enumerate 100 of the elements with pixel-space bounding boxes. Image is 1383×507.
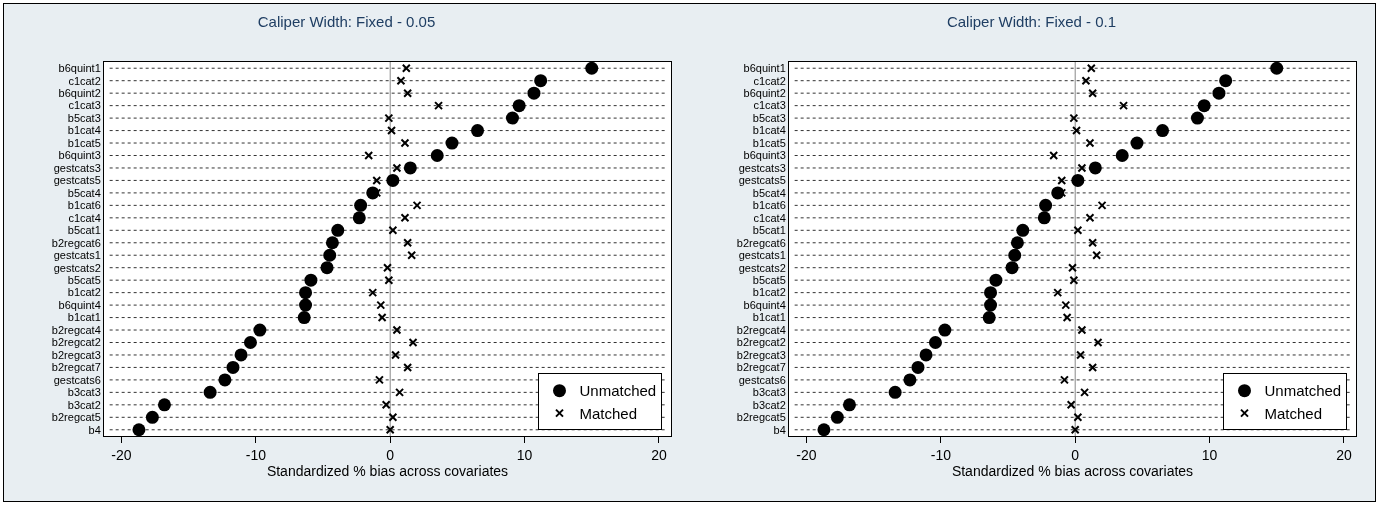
point: [1073, 412, 1083, 422]
point: [1073, 225, 1083, 235]
point: [430, 149, 444, 162]
point: [352, 211, 366, 225]
legend-label: Unmatched: [579, 382, 657, 400]
point: [320, 261, 334, 275]
point: [395, 387, 405, 397]
y-tick-label: gestcats3: [53, 161, 101, 174]
y-tick-label: b2regcat5: [51, 411, 101, 424]
y-tick-label: b6quint1: [58, 62, 101, 75]
point: [403, 362, 413, 372]
x-tick-label: 10: [1201, 446, 1218, 463]
point: [218, 373, 232, 387]
y-tick-label: b2regcat4: [51, 323, 101, 336]
point: [1039, 198, 1053, 212]
y-tick-label: gestcats5: [53, 174, 101, 187]
y-tick-label: gestcats1: [738, 249, 786, 262]
point: [1130, 136, 1144, 150]
point: [372, 175, 382, 185]
point: [1068, 263, 1077, 273]
y-tick-label: b1cat6: [67, 199, 101, 212]
legend-label: Unmatched: [1264, 382, 1342, 400]
y-tick-label: b5cat4: [67, 186, 101, 199]
x-axis-title: Standardized % bias across covariates: [266, 463, 509, 480]
point: [403, 238, 413, 248]
point: [243, 336, 257, 349]
point: [368, 288, 378, 298]
y-tick-label: b2regcat6: [51, 236, 101, 249]
point: [1077, 325, 1087, 335]
point: [1219, 74, 1233, 88]
point: [1115, 149, 1129, 162]
y-tick-label: b1cat5: [67, 136, 101, 149]
point: [1069, 275, 1079, 285]
y-tick-label: b1cat5: [752, 136, 786, 149]
y-tick-label: gestcats1: [53, 249, 101, 262]
point: [1212, 86, 1226, 100]
point: [1010, 236, 1024, 250]
point: [1071, 173, 1085, 187]
point: [1156, 124, 1170, 138]
y-tick-label: c1cat4: [68, 211, 101, 224]
point: [1076, 350, 1086, 360]
y-tick-label: gestcats3: [738, 161, 786, 174]
y-tick-label: b2regcat2: [736, 336, 786, 349]
point: [1088, 362, 1098, 372]
y-tick-label: b1cat2: [67, 286, 101, 299]
point: [226, 360, 240, 374]
y-tick-label: b2regcat2: [51, 336, 101, 349]
y-tick-label: b2regcat3: [736, 348, 786, 361]
point: [377, 313, 387, 323]
point: [1092, 250, 1102, 260]
point: [331, 223, 345, 237]
point: [392, 163, 402, 173]
point: [445, 136, 459, 150]
point: [234, 348, 248, 362]
point: [1061, 300, 1071, 310]
legend-label: Matched: [1264, 404, 1323, 422]
point: [400, 138, 410, 148]
point: [512, 99, 526, 113]
y-tick-label: b6quint2: [58, 87, 101, 100]
y-tick-label: b3cat2: [752, 398, 786, 411]
point: [385, 425, 395, 435]
x-tick-label: -20: [796, 446, 817, 463]
point: [381, 400, 391, 410]
legend-label: Matched: [579, 404, 638, 422]
x-tick-label: 10: [516, 446, 533, 463]
y-tick-label: b5cat3: [67, 111, 101, 124]
y-tick-label: b5cat5: [67, 274, 101, 287]
point: [1088, 88, 1098, 98]
y-tick-label: b6quint3: [58, 149, 101, 162]
y-tick-label: gestcats6: [738, 373, 786, 386]
point: [1069, 113, 1079, 123]
point: [1093, 338, 1103, 347]
point: [903, 373, 917, 387]
point: [1072, 126, 1082, 136]
point: [384, 275, 394, 285]
y-tick-label: c1cat3: [68, 99, 101, 112]
y-tick-label: c1cat3: [753, 99, 786, 112]
x-tick-label: 20: [1336, 446, 1352, 463]
point: [396, 76, 406, 86]
point: [408, 338, 418, 347]
x-tick-label: 20: [651, 446, 667, 463]
point: [376, 300, 386, 310]
y-tick-label: b2regcat4: [736, 323, 786, 336]
y-tick-label: c1cat2: [753, 74, 786, 87]
point: [1059, 375, 1069, 385]
point: [817, 423, 831, 437]
y-tick-label: b5cat1: [67, 224, 101, 237]
point: [1080, 387, 1090, 397]
y-tick-label: b2regcat6: [736, 236, 786, 249]
point: [1057, 175, 1067, 185]
point: [1062, 313, 1072, 323]
point: [1086, 63, 1096, 73]
point: [989, 273, 1003, 287]
point: [585, 61, 599, 75]
point: [1088, 238, 1098, 248]
point: [388, 412, 398, 422]
point: [1049, 151, 1059, 160]
point: [830, 410, 844, 424]
point: [403, 88, 413, 98]
y-tick-label: b5cat4: [752, 186, 786, 199]
